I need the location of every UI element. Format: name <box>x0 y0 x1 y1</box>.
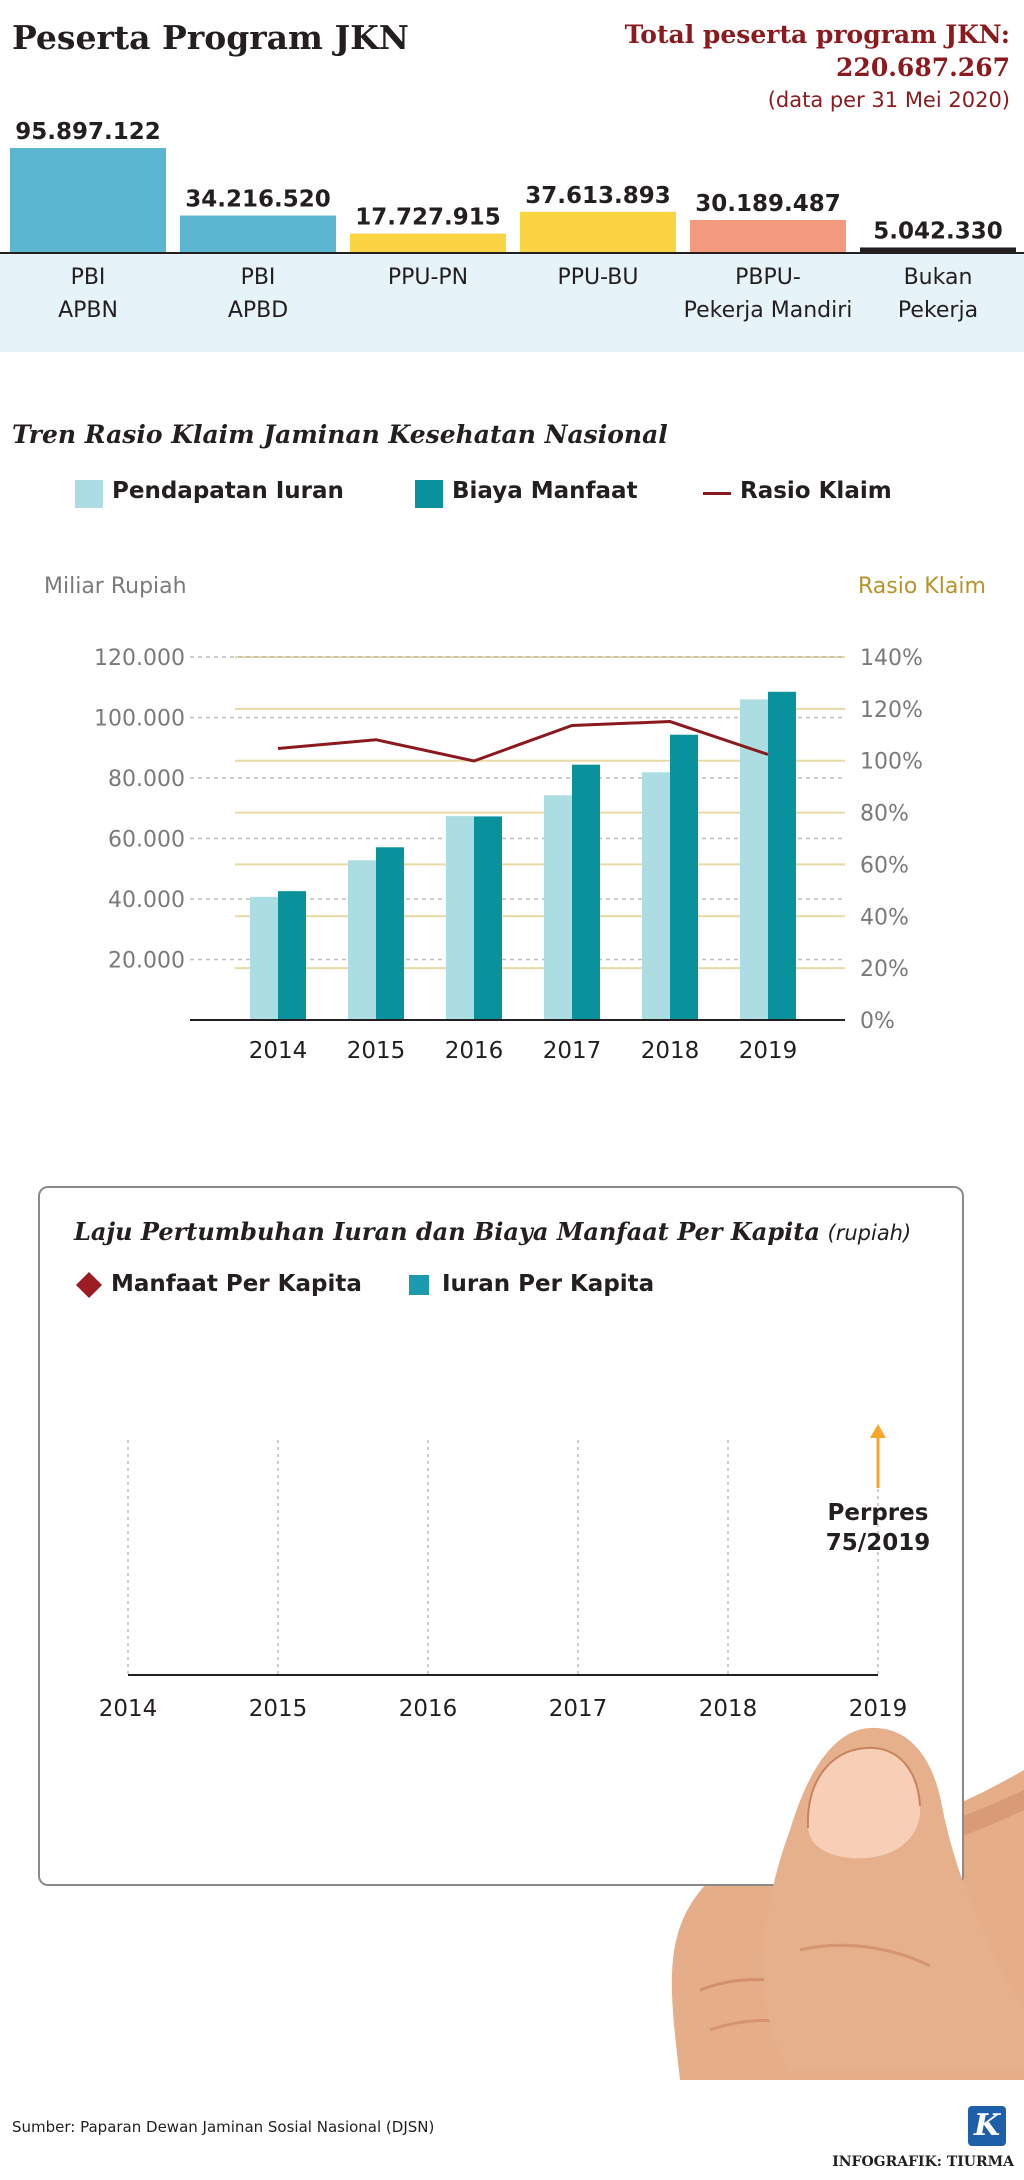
infographic-credit: INFOGRAFIK: TIURMA <box>832 2154 1014 2170</box>
left-axis-tick: 120.000 <box>94 646 185 671</box>
participant-category-label: Pekerja <box>898 298 978 323</box>
per-capita-title-main: Laju Pertumbuhan Iuran dan Biaya Manfaat… <box>74 1217 820 1246</box>
participant-bar <box>860 247 1016 253</box>
right-axis-title: Rasio Klaim <box>858 574 986 599</box>
right-axis-tick: 40% <box>860 905 909 930</box>
pendapatan-bar <box>544 795 572 1020</box>
legend-manfaat-diamond <box>76 1272 102 1298</box>
biaya-bar <box>376 847 404 1020</box>
right-axis-tick: 100% <box>860 750 923 775</box>
per-capita-chart-title: Laju Pertumbuhan Iuran dan Biaya Manfaat… <box>74 1217 911 1246</box>
participant-bar <box>690 219 846 253</box>
participants-bar-chart: 95.897.122 PBI APBN 34.216.520 PBI APBD 17.727… <box>0 119 1024 323</box>
pendapatan-bar <box>348 860 376 1020</box>
publisher-logo-letter: K <box>973 2108 1001 2143</box>
year-label: 2017 <box>549 1696 608 1722</box>
biaya-bar <box>670 734 698 1020</box>
participant-value-label: 37.613.893 <box>525 183 671 209</box>
biaya-bar <box>474 816 502 1020</box>
year-label: 2016 <box>445 1038 504 1064</box>
participant-category-label: PPU-BU <box>558 265 639 290</box>
left-axis-tick: 60.000 <box>108 828 185 853</box>
right-axis-tick: 80% <box>860 802 909 827</box>
total-participants-note: (data per 31 Mei 2020) <box>767 88 1010 112</box>
year-label: 2015 <box>249 1696 308 1722</box>
rasio-klaim-line <box>277 720 769 763</box>
legend-pendapatan-label: Pendapatan Iuran <box>112 478 344 504</box>
legend-rasio-line <box>703 492 731 495</box>
participant-bar <box>350 233 506 253</box>
biaya-bar <box>572 764 600 1020</box>
per-capita-card <box>38 1186 964 1886</box>
year-label: 2018 <box>699 1696 758 1722</box>
participant-value-label: 95.897.122 <box>15 119 161 145</box>
legend-rasio-label: Rasio Klaim <box>740 478 892 504</box>
participants-panel-bg <box>0 252 1024 352</box>
legend-biaya-swatch <box>415 480 443 508</box>
participant-category-label: PBPU- <box>735 265 801 290</box>
legend-iuran-label: Iuran Per Kapita <box>442 1271 655 1297</box>
left-axis-title: Miliar Rupiah <box>44 574 187 599</box>
perpres-annotation-line1: Perpres <box>828 1500 929 1526</box>
pendapatan-bar <box>250 896 278 1020</box>
source-note: Sumber: Paparan Dewan Jaminan Sosial Nas… <box>12 2118 435 2136</box>
pendapatan-bar <box>446 816 474 1020</box>
participant-category-label: PBI <box>71 265 106 290</box>
right-axis-tick: 20% <box>860 957 909 982</box>
claim-ratio-chart-title: Tren Rasio Klaim Jaminan Kesehatan Nasio… <box>12 420 668 449</box>
participant-value-label: 5.042.330 <box>873 218 1003 244</box>
right-axis-tick: 60% <box>860 853 909 878</box>
pendapatan-bar <box>642 772 670 1020</box>
participant-category-label: Pekerja Mandiri <box>684 298 853 323</box>
participant-bar <box>180 215 336 253</box>
biaya-bar <box>278 891 306 1020</box>
year-label: 2015 <box>347 1038 406 1064</box>
participant-category-label: PBI <box>241 265 276 290</box>
legend-biaya-label: Biaya Manfaat <box>452 478 638 504</box>
total-participants-label: Total peserta program JKN: <box>624 20 1010 49</box>
right-axis-tick: 140% <box>860 646 923 671</box>
legend-iuran-square <box>409 1275 429 1295</box>
year-label: 2017 <box>543 1038 602 1064</box>
page-title: Peserta Program JKN <box>12 18 409 57</box>
claim-ratio-combo-chart: 0% 20% 40% 60% 80% 100% 120% 140% 20.000 40.000 60… <box>94 646 923 1064</box>
legend-pendapatan-swatch <box>75 480 103 508</box>
participant-value-label: 17.727.915 <box>355 205 501 231</box>
right-axis-tick: 0% <box>860 1009 895 1034</box>
publisher-logo: K <box>968 2106 1006 2146</box>
participant-bar <box>10 148 166 253</box>
participant-category-label: Bukan <box>904 265 973 290</box>
year-label: 2014 <box>99 1696 158 1722</box>
year-label: 2016 <box>399 1696 458 1722</box>
per-capita-line-chart: 319.724364.074391.114449.216453.232483.8… <box>99 1424 930 1722</box>
thumb-illustration <box>763 1727 1024 2070</box>
year-label: 2018 <box>641 1038 700 1064</box>
year-label: 2019 <box>739 1038 798 1064</box>
legend-manfaat-label: Manfaat Per Kapita <box>111 1271 362 1297</box>
left-axis-tick: 80.000 <box>108 767 185 792</box>
participant-category-label: APBN <box>58 298 118 323</box>
year-label: 2019 <box>849 1696 908 1722</box>
left-axis-tick: 40.000 <box>108 888 185 913</box>
participant-bar <box>520 211 676 253</box>
participant-value-label: 34.216.520 <box>185 187 331 213</box>
total-participants-value: 220.687.267 <box>836 53 1010 82</box>
participant-value-label: 30.189.487 <box>695 191 841 217</box>
year-label: 2014 <box>249 1038 308 1064</box>
left-axis-tick: 20.000 <box>108 949 185 974</box>
perpres-annotation-line2: 75/2019 <box>826 1530 930 1556</box>
participant-category-label: APBD <box>228 298 288 323</box>
perpres-arrow-head <box>870 1424 886 1438</box>
biaya-bar <box>768 691 796 1020</box>
per-capita-title-unit: (rupiah) <box>827 1221 912 1245</box>
left-axis-tick: 100.000 <box>94 707 185 732</box>
right-axis-tick: 120% <box>860 698 923 723</box>
participant-category-label: PPU-PN <box>388 265 468 290</box>
